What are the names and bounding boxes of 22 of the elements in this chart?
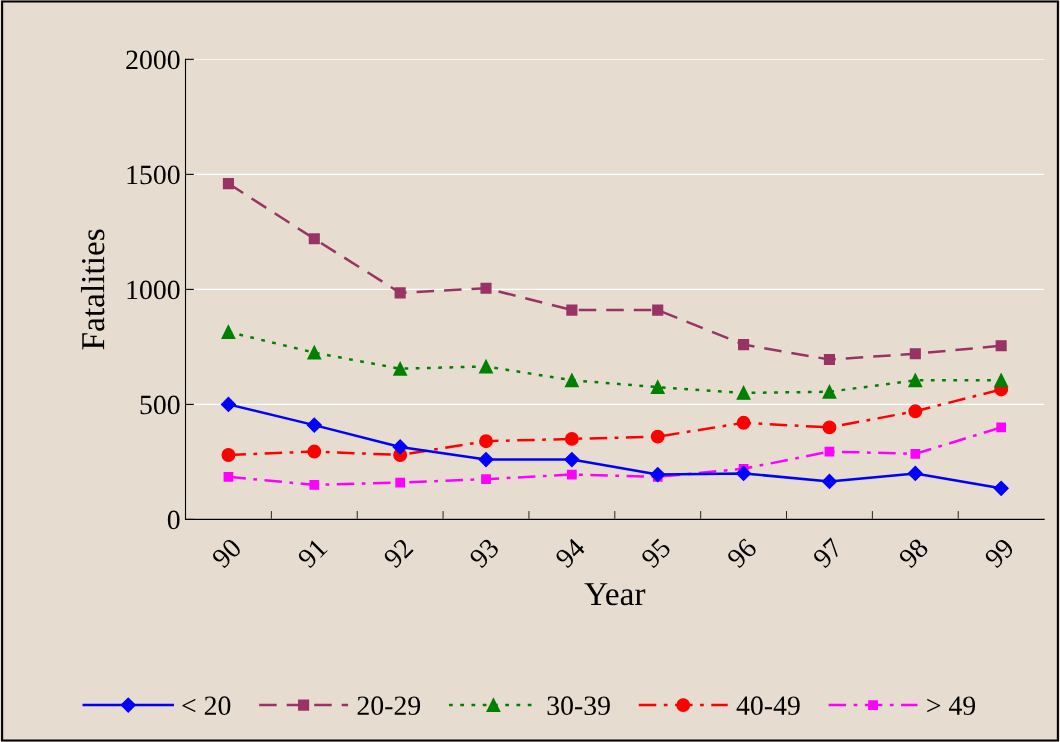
x-tick-label: 99 <box>983 537 1016 569</box>
legend-label: < 20 <box>182 696 231 716</box>
legend-label: > 49 <box>927 696 976 716</box>
y-tick-label: 1500 <box>127 165 180 185</box>
x-axis-title: Year <box>584 583 646 606</box>
legend-label: 30-39 <box>547 696 610 716</box>
x-tick-label: 94 <box>554 537 587 569</box>
x-tick-label: 92 <box>382 537 414 569</box>
y-tick-label: 0 <box>167 510 180 530</box>
y-tick-label: 500 <box>140 395 180 415</box>
y-axis-title: Fatalities <box>80 229 105 350</box>
legend-label: 40-49 <box>736 696 800 716</box>
y-tick-label: 1000 <box>127 280 180 300</box>
x-tick-label: 90 <box>210 537 243 569</box>
y-tick-label: 2000 <box>126 50 180 70</box>
legend-label: 20-29 <box>357 696 421 716</box>
x-tick-label: 95 <box>640 537 672 569</box>
x-tick-label: 97 <box>811 537 844 569</box>
x-tick-label: 98 <box>897 537 930 569</box>
x-tick-label: 93 <box>468 537 500 569</box>
x-tick-label: 91 <box>296 537 328 569</box>
x-tick-label: 96 <box>726 537 758 569</box>
